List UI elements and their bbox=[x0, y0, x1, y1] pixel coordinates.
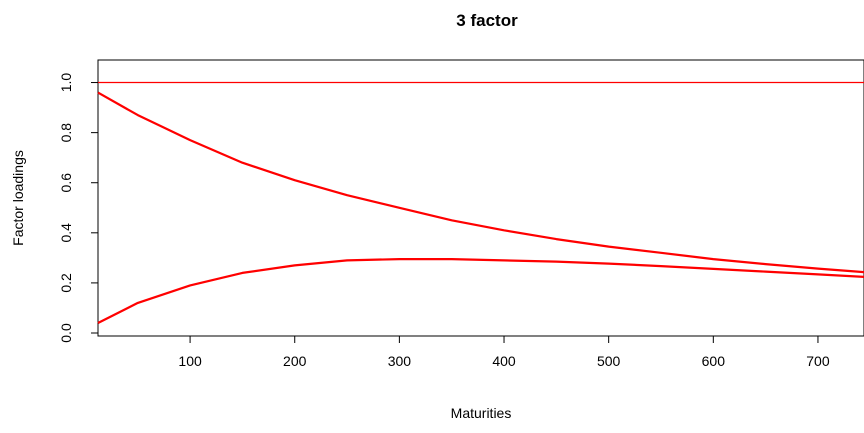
x-tick-label: 500 bbox=[597, 353, 621, 369]
chart-title: 3 factor bbox=[456, 11, 518, 30]
y-tick-label: 0.8 bbox=[58, 123, 74, 143]
y-tick-label: 1.0 bbox=[58, 73, 74, 93]
series-line-2 bbox=[97, 91, 864, 274]
series-layer bbox=[97, 81, 864, 324]
plot-frame bbox=[97, 59, 864, 337]
x-tick-label: 400 bbox=[492, 353, 516, 369]
x-tick-label: 600 bbox=[702, 353, 726, 369]
y-tick-label: 0.6 bbox=[58, 173, 74, 193]
x-tick-label: 700 bbox=[806, 353, 830, 369]
x-axis: 100 200 300 400 500 600 700 bbox=[178, 336, 830, 369]
x-axis-label: Maturities bbox=[451, 405, 512, 421]
x-tick-label: 100 bbox=[178, 353, 202, 369]
series-line-3 bbox=[97, 258, 864, 324]
x-tick-label: 300 bbox=[388, 353, 412, 369]
y-tick-label: 0.2 bbox=[58, 273, 74, 293]
x-tick-label: 200 bbox=[283, 353, 307, 369]
y-tick-label: 0.0 bbox=[58, 323, 74, 343]
y-axis-label: Factor loadings bbox=[10, 150, 26, 246]
y-axis: 0.0 0.2 0.4 0.6 0.8 1.0 bbox=[58, 73, 98, 343]
y-tick-label: 0.4 bbox=[58, 223, 74, 243]
